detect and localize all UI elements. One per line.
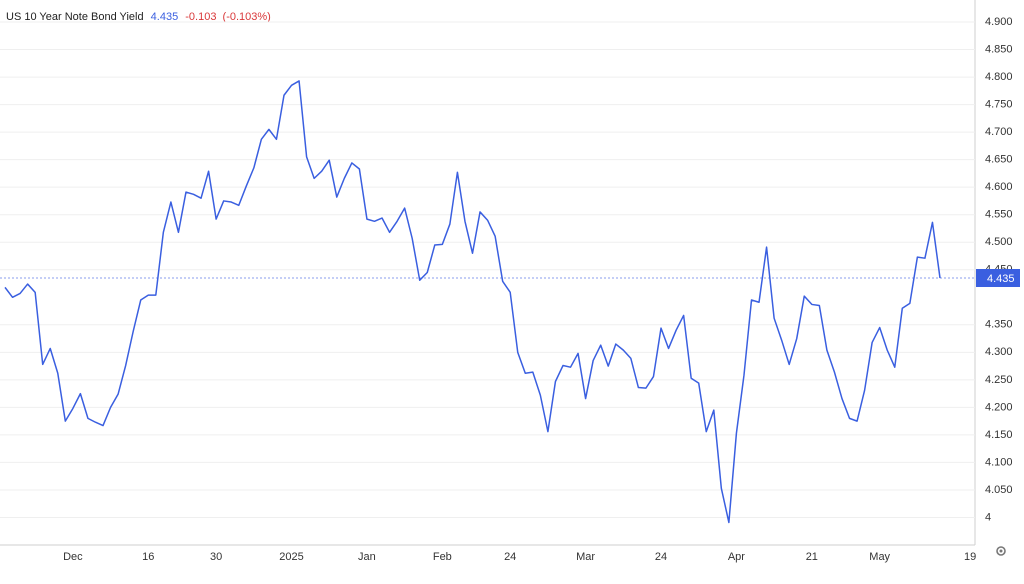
x-tick-label: 30 bbox=[210, 551, 222, 563]
x-tick-label: Apr bbox=[728, 551, 745, 563]
y-tick-label: 4.350 bbox=[985, 319, 1013, 331]
y-tick-label: 4.150 bbox=[985, 429, 1013, 441]
y-tick-label: 4.100 bbox=[985, 456, 1013, 468]
y-tick-label: 4.800 bbox=[985, 71, 1013, 83]
x-tick-label: 16 bbox=[142, 551, 154, 563]
last-value-badge bbox=[976, 269, 1020, 288]
title: US 10 Year Note Bond Yield bbox=[6, 11, 144, 23]
x-tick-label: 21 bbox=[806, 551, 818, 563]
x-tick-label: 2025 bbox=[279, 551, 303, 563]
y-tick-label: 4.250 bbox=[985, 374, 1013, 386]
x-tick-label: Jan bbox=[358, 551, 376, 563]
x-tick-label: Feb bbox=[433, 551, 452, 563]
y-tick-label: 4.650 bbox=[985, 154, 1013, 166]
y-tick-label: 4.750 bbox=[985, 99, 1013, 111]
change: -0.103 bbox=[185, 11, 216, 23]
y-tick-label: 4.500 bbox=[985, 236, 1013, 248]
gear-center[interactable] bbox=[999, 549, 1003, 553]
x-tick-label: Mar bbox=[576, 551, 595, 563]
change-percent: (-0.103%) bbox=[223, 11, 271, 23]
x-tick-label: 24 bbox=[655, 551, 667, 563]
y-tick-label: 4.300 bbox=[985, 346, 1013, 358]
x-tick-label: 24 bbox=[504, 551, 516, 563]
gear[interactable] bbox=[996, 546, 1006, 556]
y-tick-label: 4.600 bbox=[985, 181, 1013, 193]
chart-title: US 10 Year Note Bond Yield 4.435 -0.103 … bbox=[6, 11, 271, 23]
y-tick-label: 4 bbox=[985, 511, 991, 523]
y-tick-label: 4.900 bbox=[985, 16, 1013, 28]
y-tick-label: 4.700 bbox=[985, 126, 1013, 138]
x-tick-label: May bbox=[869, 551, 890, 563]
last-price: 4.435 bbox=[151, 11, 179, 23]
series-line bbox=[4, 80, 941, 524]
x-tick-label: Dec bbox=[63, 551, 83, 563]
last-value-label: 4.435 bbox=[987, 273, 1015, 285]
settings-icon[interactable] bbox=[996, 546, 1006, 556]
y-tick-label: 4.850 bbox=[985, 43, 1013, 55]
y-tick-label: 4.050 bbox=[985, 484, 1013, 496]
y-tick-label: 4.550 bbox=[985, 209, 1013, 221]
y-tick-label: 4.200 bbox=[985, 401, 1013, 413]
x-tick-label: 19 bbox=[964, 551, 976, 563]
